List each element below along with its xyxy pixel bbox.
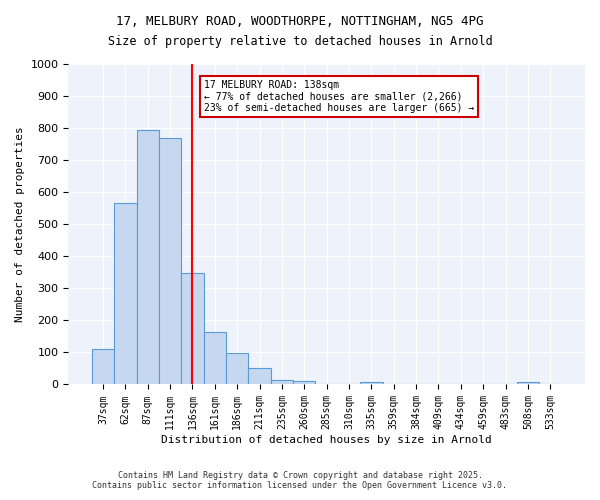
Bar — [203, 332, 226, 384]
X-axis label: Distribution of detached houses by size in Arnold: Distribution of detached houses by size … — [161, 435, 492, 445]
Bar — [517, 382, 539, 384]
Bar — [248, 368, 271, 384]
Bar — [181, 273, 203, 384]
Y-axis label: Number of detached properties: Number of detached properties — [15, 126, 25, 322]
Bar — [137, 130, 159, 384]
Text: Size of property relative to detached houses in Arnold: Size of property relative to detached ho… — [107, 35, 493, 48]
Bar — [360, 382, 383, 384]
Bar — [159, 138, 181, 384]
Bar — [293, 382, 316, 384]
Text: 17, MELBURY ROAD, WOODTHORPE, NOTTINGHAM, NG5 4PG: 17, MELBURY ROAD, WOODTHORPE, NOTTINGHAM… — [116, 15, 484, 28]
Bar — [226, 354, 248, 384]
Bar — [92, 349, 114, 384]
Bar — [271, 380, 293, 384]
Text: Contains HM Land Registry data © Crown copyright and database right 2025.
Contai: Contains HM Land Registry data © Crown c… — [92, 470, 508, 490]
Text: 17 MELBURY ROAD: 138sqm
← 77% of detached houses are smaller (2,266)
23% of semi: 17 MELBURY ROAD: 138sqm ← 77% of detache… — [203, 80, 474, 113]
Bar — [114, 204, 137, 384]
